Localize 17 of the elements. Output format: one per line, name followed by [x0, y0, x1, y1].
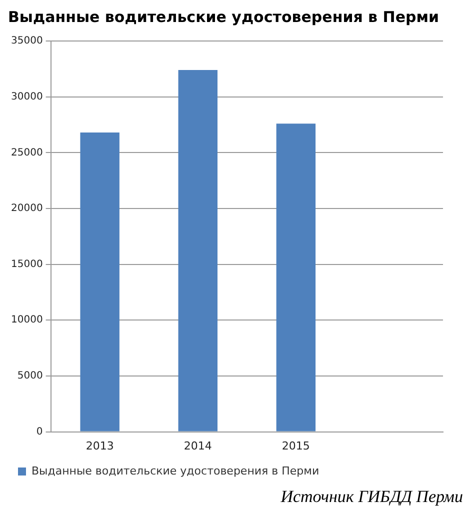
legend-label: Выданные водительские удостоверения в Перми	[32, 464, 320, 478]
text: Источник ГИБДД Перми	[280, 487, 463, 507]
bar	[276, 124, 316, 432]
y-tick-label: 20000	[11, 203, 43, 214]
bar	[178, 70, 218, 432]
y-tick-label: 10000	[11, 314, 43, 326]
chart-title: Выданные водительские удостоверения в Перми	[8, 8, 440, 26]
y-tick-label: 35000	[11, 36, 43, 47]
x-tick-label: 2013	[86, 439, 114, 452]
y-tick-label: 15000	[11, 258, 43, 270]
y-tick-label: 5000	[17, 370, 43, 382]
x-tick-label: 2014	[184, 439, 212, 452]
y-tick-label: 25000	[11, 147, 43, 158]
y-tick-label: 30000	[11, 91, 43, 102]
x-tick-label: 2015	[282, 439, 310, 452]
bar	[80, 132, 120, 432]
y-tick-label: 0	[36, 426, 43, 438]
